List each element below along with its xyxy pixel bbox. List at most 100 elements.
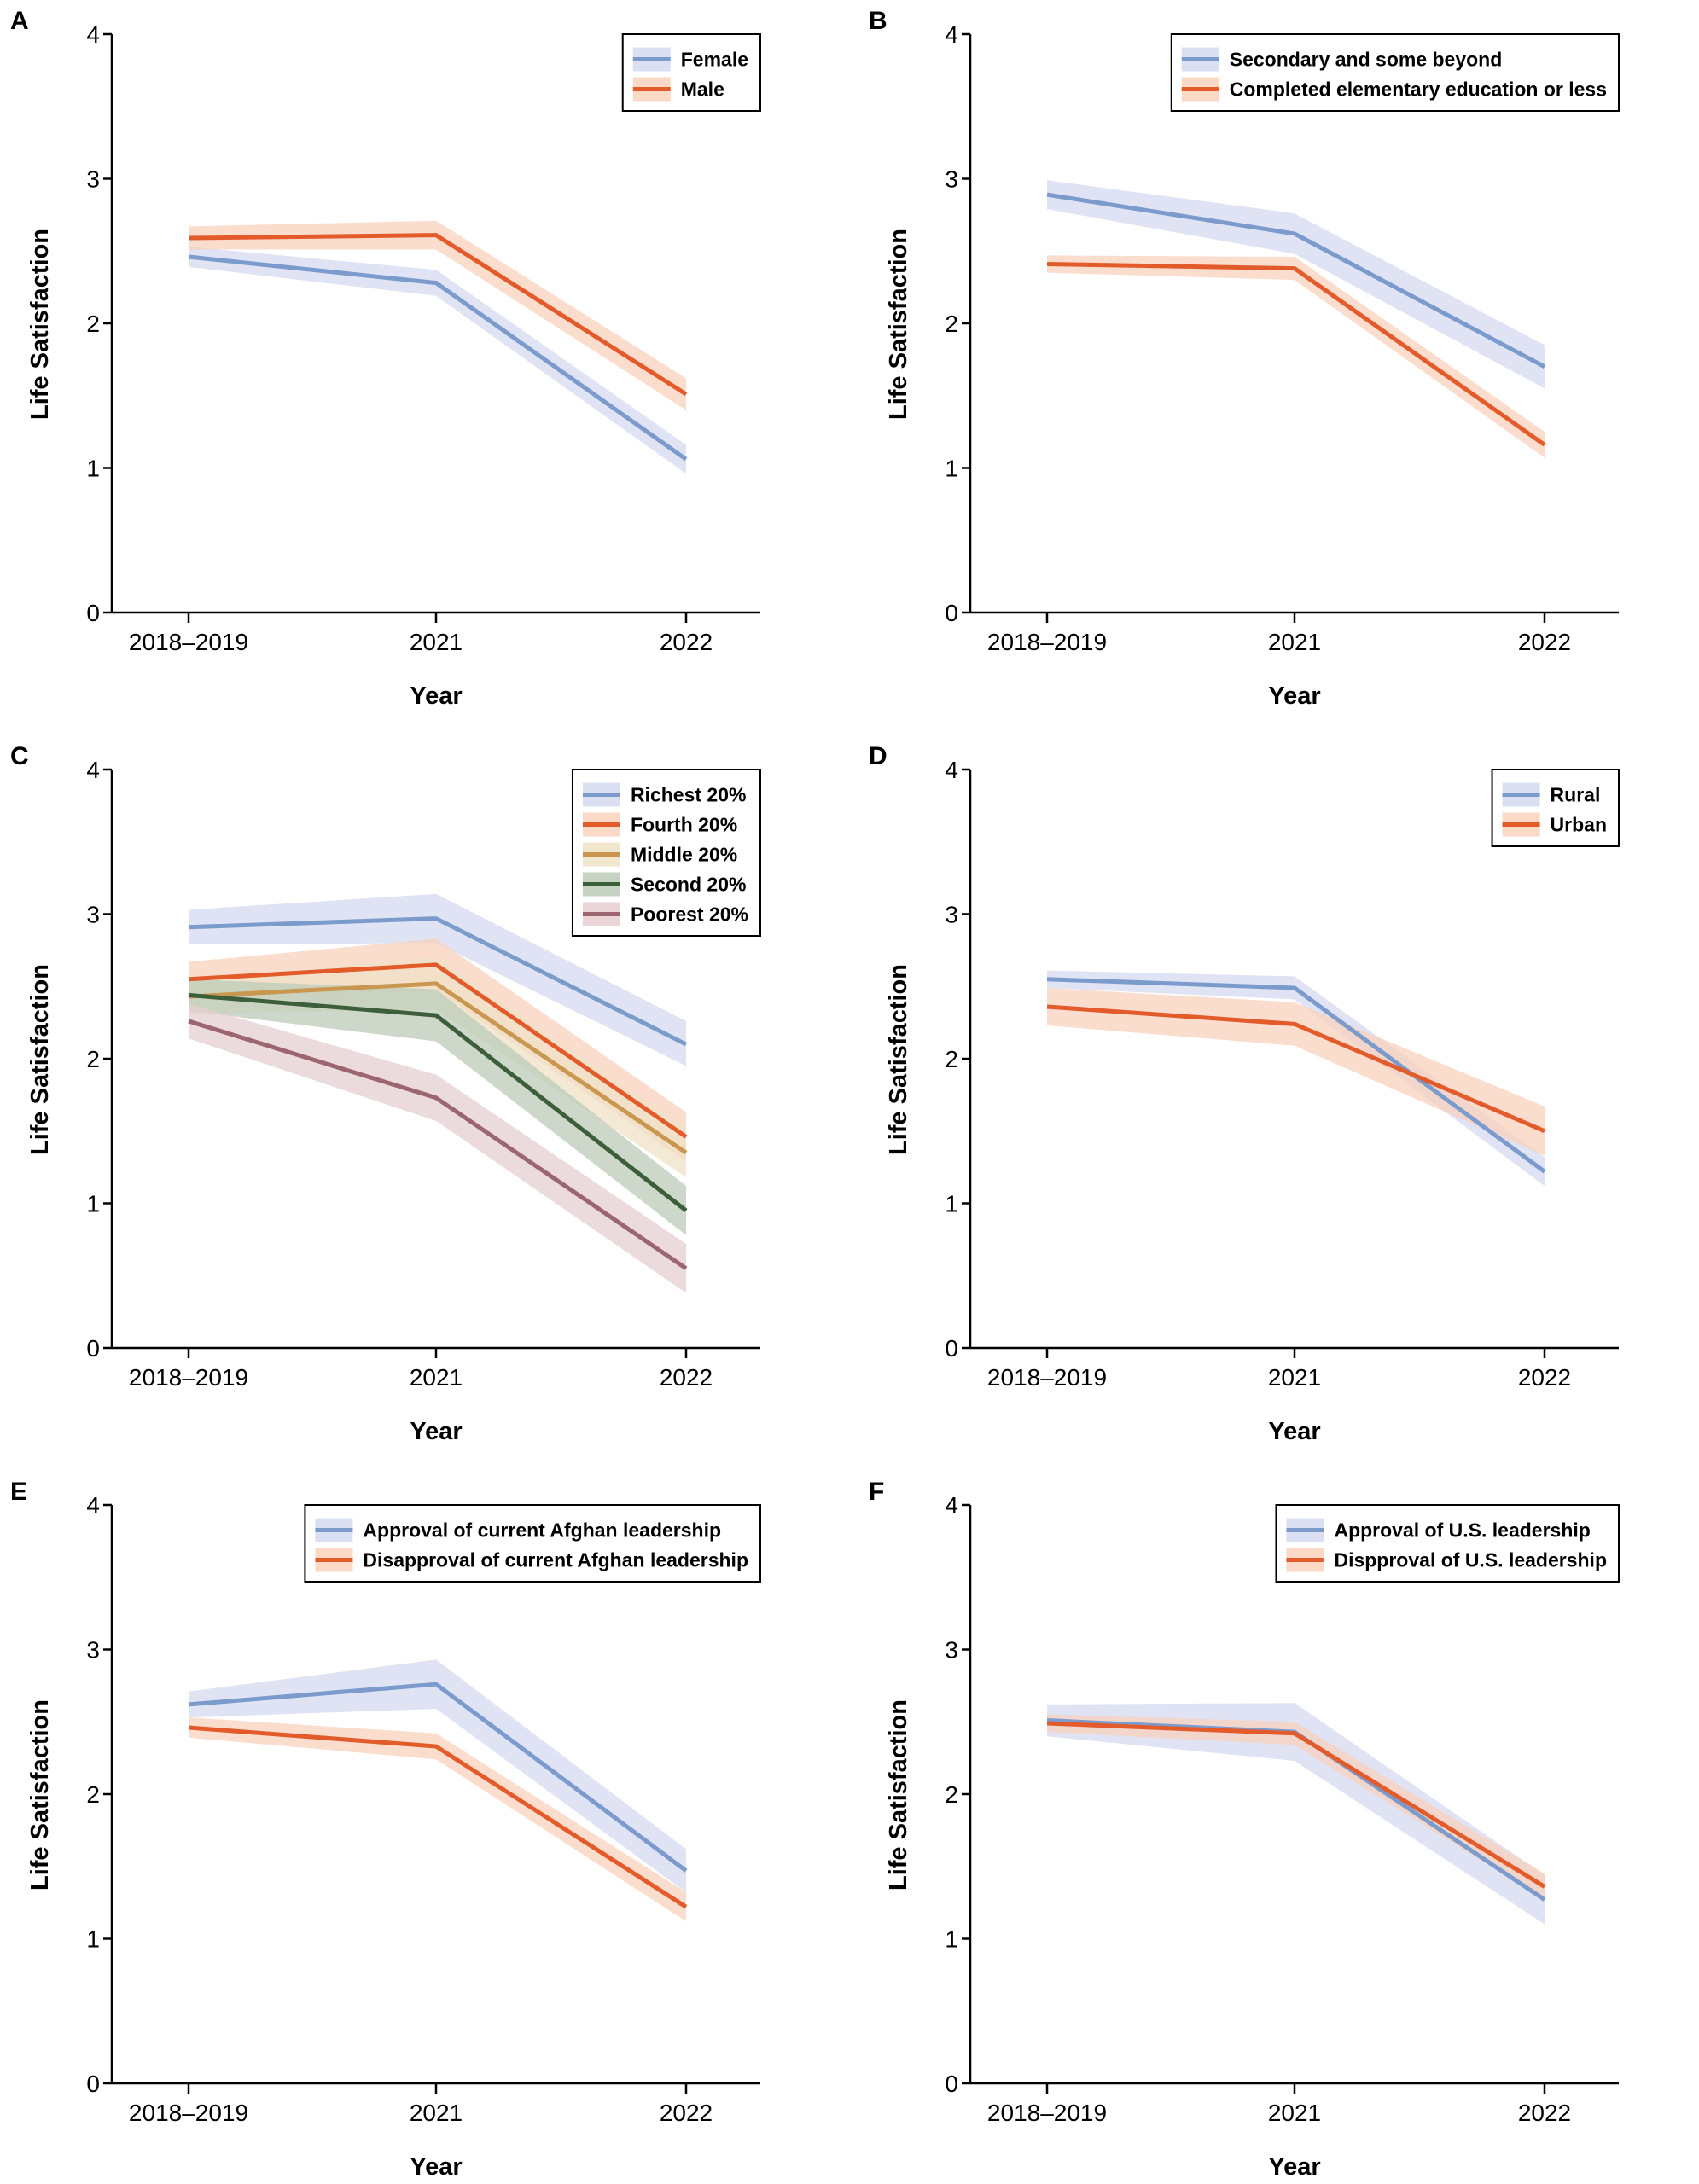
y-axis-title: Life Satisfaction bbox=[26, 964, 54, 1155]
panel-letter: F bbox=[869, 1478, 884, 1506]
legend-label: Completed elementary education or less bbox=[1230, 78, 1607, 101]
legend-label: Richest 20% bbox=[631, 784, 747, 806]
y-tick-label: 3 bbox=[86, 166, 100, 193]
y-tick-label: 2 bbox=[945, 1781, 958, 1808]
y-tick-label: 1 bbox=[945, 456, 958, 482]
y-axis-title: Life Satisfaction bbox=[885, 964, 912, 1155]
confidence-band-1 bbox=[189, 247, 686, 474]
legend-box bbox=[1170, 33, 1620, 112]
panel-letter: A bbox=[10, 7, 29, 35]
y-axis-title: Life Satisfaction bbox=[26, 1699, 54, 1891]
y-tick-label: 2 bbox=[86, 1046, 100, 1072]
x-tick-label: 2018–2019 bbox=[987, 629, 1107, 655]
y-tick-label: 3 bbox=[945, 902, 958, 928]
legend-item: Female bbox=[632, 47, 748, 72]
y-tick-label: 1 bbox=[86, 456, 100, 482]
legend-label: Poorest 20% bbox=[631, 903, 748, 926]
legend-item: Completed elementary education or less bbox=[1181, 77, 1607, 102]
panel-letter: E bbox=[10, 1478, 27, 1506]
panel-letter: B bbox=[869, 7, 887, 35]
y-tick-label: 2 bbox=[945, 1046, 958, 1072]
y-tick-label: 2 bbox=[86, 311, 100, 337]
confidence-band-2 bbox=[189, 220, 686, 410]
legend-label: Rural bbox=[1551, 784, 1601, 806]
y-tick-label: 0 bbox=[945, 1335, 958, 1362]
chart-panel-b: B 0 1 2 3 4 2018–2019 2021 2022 Year Life Satisfac… bbox=[869, 7, 1620, 710]
chart-panel-a: A 0 1 2 3 4 2018–2019 2021 2022 Year Life Satisfac… bbox=[10, 7, 761, 710]
legend-item: Approval of current Afghan leadership bbox=[315, 1518, 721, 1542]
y-tick-label: 4 bbox=[945, 757, 958, 783]
y-tick-label: 2 bbox=[945, 311, 958, 337]
legend-item: Poorest 20% bbox=[582, 902, 748, 926]
y-tick-label: 1 bbox=[945, 1926, 958, 1953]
legend: Richest 20% Fourth 20% Middle 20% Second 20… bbox=[571, 769, 761, 937]
y-tick-label: 0 bbox=[86, 1335, 100, 1362]
legend: Approval of U.S. leadership Dispproval of… bbox=[1275, 1504, 1620, 1583]
confidence-band-2 bbox=[1047, 1714, 1545, 1900]
y-axis-title: Life Satisfaction bbox=[885, 1699, 912, 1891]
legend-box bbox=[1275, 1504, 1620, 1583]
confidence-band-1 bbox=[1047, 180, 1545, 389]
legend: Rural Urban bbox=[1491, 769, 1620, 847]
y-axis-title: Life Satisfaction bbox=[26, 229, 54, 420]
legend-item: Male bbox=[632, 77, 724, 102]
y-tick-label: 3 bbox=[945, 1637, 958, 1664]
y-tick-label: 1 bbox=[945, 1191, 958, 1217]
x-tick-label: 2022 bbox=[660, 1364, 713, 1391]
legend-item: Middle 20% bbox=[582, 842, 737, 867]
y-tick-label: 0 bbox=[86, 2071, 100, 2097]
x-tick-label: 2022 bbox=[1518, 629, 1571, 655]
x-tick-label: 2021 bbox=[410, 2100, 463, 2126]
confidence-band-2 bbox=[1047, 987, 1545, 1156]
x-tick-label: 2022 bbox=[1518, 1364, 1571, 1391]
x-tick-label: 2021 bbox=[410, 1364, 463, 1391]
y-tick-label: 0 bbox=[945, 600, 958, 626]
confidence-band-1 bbox=[189, 893, 686, 1066]
x-tick-label: 2021 bbox=[410, 629, 463, 655]
x-axis-title: Year bbox=[1268, 2153, 1320, 2181]
legend-label: Second 20% bbox=[631, 874, 747, 896]
confidence-band-4 bbox=[189, 979, 686, 1235]
x-tick-label: 2018–2019 bbox=[129, 629, 248, 655]
x-tick-label: 2022 bbox=[660, 629, 713, 655]
legend-item: Second 20% bbox=[582, 872, 747, 897]
x-tick-label: 2021 bbox=[1268, 2100, 1321, 2126]
panel-letter: D bbox=[869, 742, 887, 770]
legend: Approval of current Afghan leadership Dis… bbox=[304, 1504, 761, 1583]
x-axis-title: Year bbox=[1268, 682, 1320, 710]
chart-panel-f: F 0 1 2 3 4 2018–2019 2021 2022 Year Life Satisfac… bbox=[869, 1478, 1620, 2181]
confidence-band-1 bbox=[189, 1659, 686, 1893]
legend-label: Urban bbox=[1551, 814, 1607, 836]
y-axis-title: Life Satisfaction bbox=[885, 229, 912, 420]
legend: Female Male bbox=[621, 33, 761, 112]
legend-item: Approval of U.S. leadership bbox=[1286, 1518, 1591, 1542]
x-tick-label: 2018–2019 bbox=[129, 1364, 248, 1391]
legend-item: Secondary and some beyond bbox=[1181, 47, 1502, 72]
confidence-band-2 bbox=[189, 1717, 686, 1922]
x-axis-title: Year bbox=[1268, 1418, 1320, 1445]
legend-item: Urban bbox=[1502, 812, 1607, 837]
x-tick-label: 2021 bbox=[1268, 629, 1321, 655]
y-tick-label: 1 bbox=[86, 1191, 100, 1217]
y-tick-label: 0 bbox=[86, 600, 100, 626]
y-tick-label: 3 bbox=[86, 902, 100, 928]
x-axis-title: Year bbox=[410, 1418, 462, 1445]
legend: Secondary and some beyond Completed eleme… bbox=[1170, 33, 1620, 112]
legend-item: Fourth 20% bbox=[582, 812, 737, 837]
y-tick-label: 4 bbox=[945, 1492, 958, 1519]
x-axis-title: Year bbox=[410, 682, 462, 710]
x-tick-label: 2018–2019 bbox=[987, 2100, 1107, 2126]
legend-label: Approval of current Afghan leadership bbox=[363, 1519, 721, 1542]
y-tick-label: 1 bbox=[86, 1926, 100, 1953]
panel-letter: C bbox=[10, 742, 29, 770]
legend-label: Disapproval of current Afghan leadership bbox=[363, 1549, 748, 1571]
x-tick-label: 2022 bbox=[1518, 2100, 1571, 2126]
legend-item: Dispproval of U.S. leadership bbox=[1286, 1548, 1607, 1572]
x-tick-label: 2018–2019 bbox=[129, 2100, 248, 2126]
y-tick-label: 3 bbox=[945, 166, 958, 193]
confidence-band-5 bbox=[189, 1003, 686, 1293]
chart-panel-c: C 0 1 2 3 4 2018–2019 2021 2022 Year Life Satisfac… bbox=[10, 742, 761, 1445]
y-tick-label: 4 bbox=[86, 1492, 100, 1519]
legend-label: Dispproval of U.S. leadership bbox=[1334, 1549, 1607, 1571]
